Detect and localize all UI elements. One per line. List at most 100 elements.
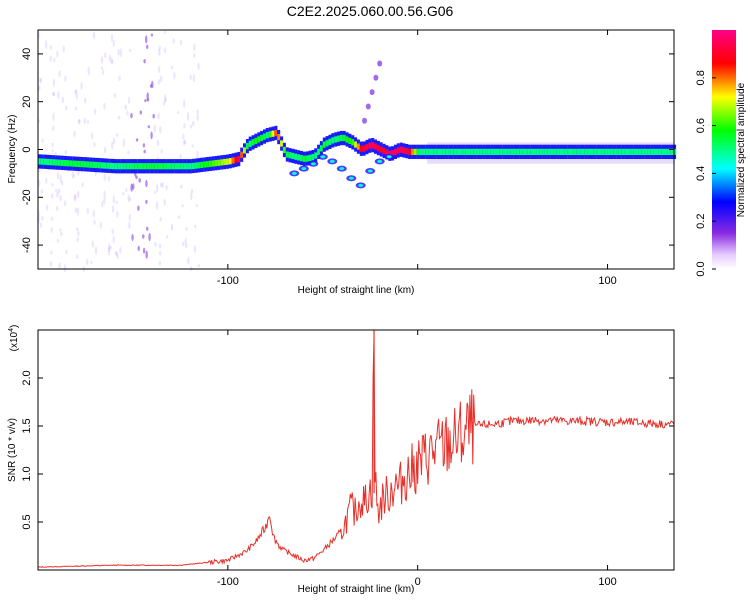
noise-speckle [159,250,162,256]
ridge-core [300,155,303,162]
noise-speckle [103,173,107,182]
noise-speckle [77,169,80,176]
noise-speckle [193,43,196,52]
ridge-core [476,148,480,155]
ridge-core [448,148,452,155]
ridge-core [354,141,358,148]
noise-speckle [186,112,190,122]
noise-speckle [170,227,174,231]
ridge-core [670,148,674,155]
noise-speckle [189,74,192,80]
noise-speckle [71,171,74,179]
noise-speckle [177,215,181,220]
colorbar-tick-label: 0.6 [695,118,707,133]
noise-speckle [117,48,120,56]
noise-speckle [158,260,161,266]
ridge-core [146,163,150,170]
noise-speckle [58,262,61,270]
ridge-core [223,158,227,166]
ridge-core [562,148,565,155]
ridge-core [559,148,563,155]
ridge-core [527,148,531,155]
ridge-core [285,151,289,158]
ridge-core [163,163,167,170]
ridge-core [408,148,412,155]
noise-speckle [118,75,121,81]
snr-ylabel: SNR (10 * v/v) [7,418,18,482]
noise-speckle [180,184,183,189]
noise-speckle [115,200,118,204]
noise-speckle [183,123,186,129]
ridge-core [137,163,141,170]
noise-speckle [108,54,111,62]
ridge-core [117,163,121,170]
ridge-core [120,163,124,170]
noise-speckle [76,237,79,243]
noise-speckle [150,33,154,37]
ridge-core [194,162,198,169]
ridge-core [86,161,90,168]
noise-speckle [74,106,78,111]
noise-speckle [91,132,94,140]
noise-speckle [78,119,81,125]
noise-speckle [100,56,104,64]
noise-speckle [145,199,148,204]
ridge-core [109,162,113,169]
ridge-core [567,148,571,155]
ridge-core [80,161,84,168]
ridge-core [103,162,107,169]
noise-speckle [152,113,155,119]
noise-speckle [128,49,132,53]
noise-speckle [182,133,185,140]
ridge-core [171,163,175,170]
noise-speckle [130,183,133,192]
noise-speckle [44,40,48,49]
colorbar-tick-label: 0.4 [695,166,707,181]
ridge-core [75,160,78,167]
noise-speckle [170,65,174,70]
snr-multiplier-exp: 4 [8,328,15,332]
snr-multiplier-close: ) [9,325,20,328]
noise-speckle [190,192,193,201]
noise-speckle [103,190,106,199]
ridge-core [265,132,269,139]
spectrogram-xlabel: Height of straight line (km) [298,285,415,296]
branch-core [367,169,373,173]
ridge-core [496,148,500,155]
noise-speckle [184,237,187,245]
ridge-core [206,161,209,168]
noise-speckle [111,228,114,235]
ridge-core [134,163,138,170]
ridge-core [564,148,568,155]
noise-speckle [144,99,147,103]
ridge-core [43,158,47,165]
ridge-core [294,153,298,160]
ridge-core [200,161,204,168]
noise-speckle [112,137,116,145]
ridge-core [342,134,346,142]
ridge-core [499,148,503,155]
colorbar-gradient [712,30,736,269]
ridge-core [322,141,326,148]
noise-speckle [72,174,76,178]
ridge-core [385,149,389,156]
spectrogram-panel: -100 100 -40 -20 0 20 40 Height of straight li… [7,29,677,296]
noise-speckle [155,200,159,210]
ridge-core [658,148,662,155]
noise-speckle [74,207,78,213]
noise-speckle [147,125,150,129]
ridge-core [445,148,449,155]
ridge-core [413,148,417,155]
ridge-core [314,152,318,159]
ridge-core [260,134,264,142]
noise-speckle [190,188,194,195]
ridge-core [590,148,594,155]
ridge-core [183,163,187,170]
snr-ticks: -100 0 100 0.5 1.0 1.5 2.0 [21,330,674,588]
ridge-core [553,148,557,155]
snr-ytick-label: 2.0 [21,370,33,385]
noise-speckle [183,139,186,145]
ridge-core [647,148,651,155]
noise-speckle [50,250,53,255]
